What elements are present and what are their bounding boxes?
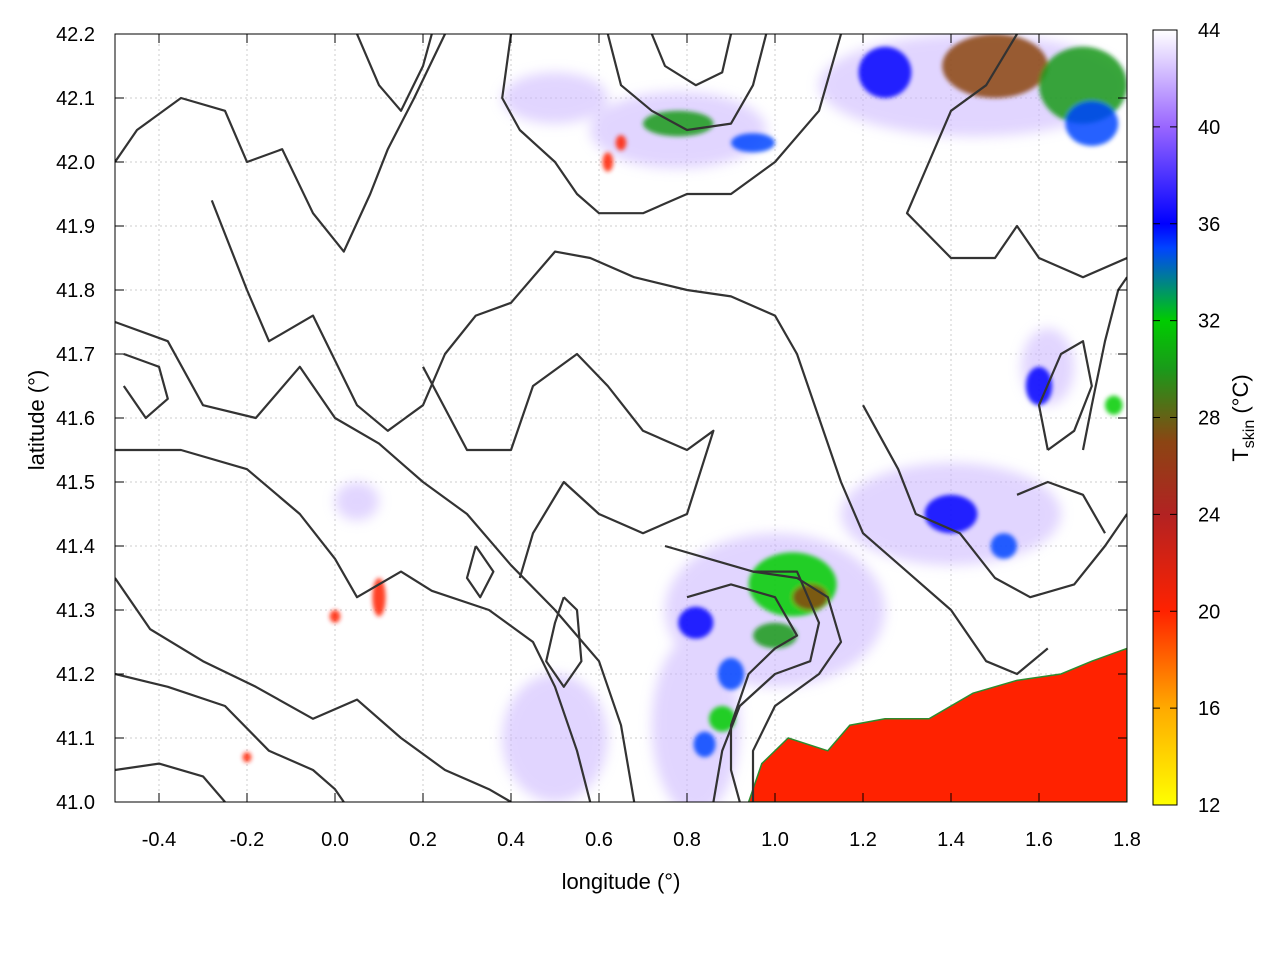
x-tick-label: 0.4: [497, 829, 525, 851]
x-tick-label: 0.2: [409, 829, 437, 851]
light-patch: [502, 674, 608, 802]
colorbar-tick-label: 44: [1198, 20, 1220, 42]
contour-line: [1037, 340, 1093, 451]
warm-patch: [615, 135, 627, 151]
temperature-field: [242, 34, 1127, 802]
warm-patch: [693, 731, 716, 758]
contour-line: [465, 545, 495, 599]
y-tick-label: 41.1: [56, 728, 95, 750]
contour-line: [210, 199, 1049, 676]
colorbar-tick-label: 12: [1198, 795, 1220, 817]
contour-line: [115, 762, 226, 802]
warm-patch: [709, 706, 736, 732]
contour-line: [422, 352, 715, 579]
y-tick-label: 41.0: [56, 792, 95, 814]
y-tick-label: 42.0: [56, 152, 95, 174]
y-tick-label: 41.7: [56, 344, 95, 366]
x-axis-label: longitude (°): [562, 869, 681, 894]
contour-line: [1016, 480, 1106, 534]
warm-patch: [1025, 366, 1053, 406]
warm-patch: [990, 533, 1017, 559]
warm-patch-group: [242, 34, 1127, 763]
x-tick-label: 0.6: [585, 829, 613, 851]
warm-patch: [748, 552, 837, 617]
y-tick-label: 42.1: [56, 88, 95, 110]
contour-line: [905, 34, 1127, 279]
warm-patch: [329, 610, 341, 623]
y-tick-label: 41.5: [56, 472, 95, 494]
colorbar-tick-label: 16: [1198, 698, 1220, 720]
contour-line: [501, 34, 843, 215]
y-tick-label: 41.9: [56, 216, 95, 238]
y-tick-label: 41.4: [56, 536, 95, 558]
contour-line: [686, 583, 799, 802]
warm-patch: [372, 578, 386, 617]
contour-line: [545, 596, 583, 688]
warm-patch: [643, 110, 714, 137]
y-tick-label: 42.2: [56, 24, 95, 46]
light-patch: [335, 482, 379, 521]
x-axis-ticks: -0.4 -0.2 0.0 0.2 0.4 0.6 0.8 1.0 1.2 1.4 1.6 1.8: [142, 34, 1141, 851]
warm-patch: [242, 752, 252, 763]
contour-lines: [115, 34, 1127, 802]
x-tick-label: -0.4: [142, 829, 176, 851]
colorbar-ticks: 12 16 20 24 28 32 36 40 44: [1153, 20, 1220, 817]
warm-patch: [1065, 101, 1119, 146]
light-patch: [502, 72, 608, 124]
warm-patch: [717, 658, 745, 690]
warm-patch: [858, 46, 912, 98]
light-patch: [651, 635, 740, 802]
colorbar-label: Tskin (°C): [1228, 374, 1258, 461]
warm-patch: [1105, 395, 1123, 415]
contour-line: [115, 448, 592, 802]
colorbar-tick-label: 32: [1198, 311, 1220, 333]
warm-patch: [602, 152, 614, 172]
x-tick-label: 1.6: [1025, 829, 1053, 851]
sea-region: [747, 647, 1127, 802]
colorbar-label-main: T: [1228, 448, 1253, 461]
y-axis-label: latitude (°): [24, 370, 49, 471]
colorbar-tick-label: 24: [1198, 504, 1220, 526]
contour-line: [751, 570, 843, 802]
colorbar-label-sub: skin: [1241, 420, 1258, 448]
contour-line: [606, 34, 768, 132]
warm-patch: [753, 622, 797, 649]
contour-line: [115, 320, 636, 802]
x-tick-label: -0.2: [230, 829, 264, 851]
colorbar-tick-label: 36: [1198, 214, 1220, 236]
warm-patch: [942, 34, 1048, 98]
y-axis-ticks: 41.0 41.1 41.2 41.3 41.4 41.5 41.6 41.7 41.8 41.9…: [56, 24, 1127, 814]
colorbar-tick-label: 28: [1198, 408, 1220, 430]
warm-patch: [792, 584, 828, 610]
warm-patch: [678, 606, 714, 639]
y-tick-label: 41.2: [56, 664, 95, 686]
contour-line: [115, 577, 512, 802]
contour-line: [1081, 276, 1127, 451]
contour-line: [115, 672, 345, 802]
contour-line: [355, 34, 433, 112]
y-tick-label: 41.6: [56, 408, 95, 430]
x-tick-label: 0.8: [673, 829, 701, 851]
warm-patch: [924, 494, 978, 534]
contour-line: [650, 34, 733, 87]
contour-line: [862, 404, 1127, 599]
x-tick-label: 1.2: [849, 829, 877, 851]
x-tick-label: 1.4: [937, 829, 965, 851]
warm-patch: [731, 133, 775, 153]
colorbar-label-unit: (°C): [1228, 374, 1253, 419]
contour-line: [115, 34, 446, 253]
colorbar-tick-label: 20: [1198, 601, 1220, 623]
x-tick-label: 0.0: [321, 829, 349, 851]
y-tick-label: 41.8: [56, 280, 95, 302]
x-tick-label: 1.0: [761, 829, 789, 851]
x-tick-label: 1.8: [1113, 829, 1141, 851]
contour-line: [122, 352, 169, 420]
colorbar-tick-label: 40: [1198, 117, 1220, 139]
y-tick-label: 41.3: [56, 600, 95, 622]
